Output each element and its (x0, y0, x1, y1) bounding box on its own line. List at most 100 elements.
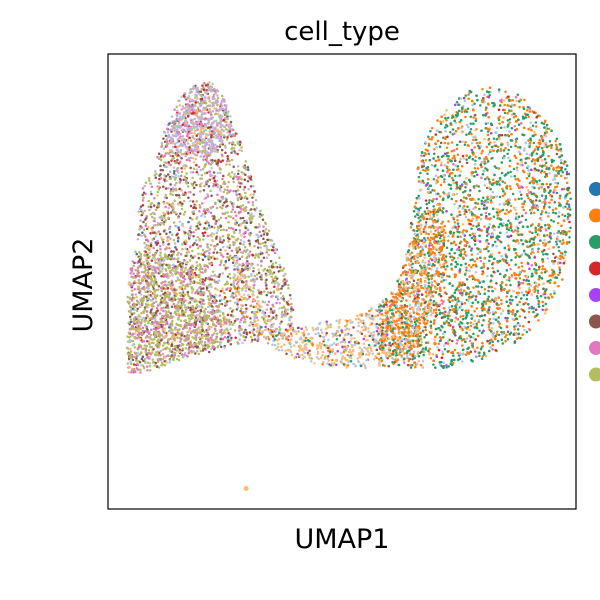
scatter-point (194, 268, 198, 271)
scatter-point (330, 343, 334, 347)
scatter-point (161, 344, 165, 347)
scatter-point (268, 330, 271, 334)
scatter-point (162, 223, 166, 226)
scatter-point (204, 96, 207, 100)
scatter-point (362, 337, 366, 341)
scatter-point (238, 229, 242, 232)
scatter-point (182, 213, 186, 216)
scatter-point (218, 139, 221, 142)
scatter-point (246, 168, 250, 171)
scatter-point (234, 223, 238, 226)
scatter-point (185, 172, 188, 175)
scatter-point (194, 101, 198, 104)
scatter-point (272, 322, 275, 326)
scatter-point (292, 344, 296, 347)
scatter-point (266, 232, 269, 235)
scatter-point (214, 99, 218, 103)
scatter-point (193, 242, 196, 245)
scatter-point (138, 332, 142, 335)
scatter-point (138, 227, 141, 231)
scatter-point (128, 365, 131, 369)
scatter-point (248, 331, 252, 334)
scatter-point (252, 266, 255, 270)
scatter-point (192, 111, 195, 114)
scatter-point (161, 238, 164, 242)
scatter-point (221, 241, 224, 244)
scatter-point (216, 281, 220, 284)
scatter-point (198, 239, 201, 242)
scatter-point (176, 276, 179, 279)
scatter-point (227, 110, 230, 113)
scatter-point (243, 320, 247, 324)
scatter-point (205, 250, 208, 253)
scatter-point (275, 277, 279, 280)
scatter-point (136, 316, 139, 319)
scatter-point (182, 313, 185, 316)
scatter-point (204, 128, 208, 132)
scatter-point (215, 332, 219, 335)
scatter-point (210, 161, 214, 165)
scatter-point (168, 122, 171, 125)
scatter-point (211, 319, 214, 323)
scatter-point (133, 320, 136, 324)
scatter-point (142, 316, 145, 320)
scatter-point (156, 288, 160, 292)
scatter-point (255, 330, 259, 333)
scatter-point (249, 321, 252, 324)
scatter-point (162, 259, 165, 263)
scatter-point (190, 125, 193, 129)
scatter-point (283, 343, 286, 346)
scatter-point (174, 279, 178, 283)
scatter-point (146, 265, 150, 268)
scatter-point (154, 235, 158, 238)
scatter-point (195, 305, 198, 309)
scatter-point (153, 332, 157, 336)
scatter-point (352, 326, 355, 329)
scatter-point (213, 90, 217, 93)
scatter-point (316, 350, 320, 354)
scatter-point (211, 255, 215, 259)
scatter-point (183, 268, 187, 271)
scatter-point (186, 149, 190, 153)
scatter-point (190, 351, 194, 354)
scatter-point (154, 252, 157, 256)
scatter-point (225, 280, 229, 283)
scatter-point (171, 190, 175, 193)
scatter-point (190, 182, 194, 186)
scatter-point (181, 347, 185, 350)
scatter-point (244, 311, 247, 315)
scatter-point (135, 322, 139, 325)
scatter-point (195, 183, 198, 187)
scatter-point (155, 283, 159, 286)
scatter-point (174, 125, 178, 128)
scatter-point (142, 228, 146, 232)
scatter-point (264, 222, 267, 226)
scatter-point (236, 283, 240, 287)
scatter-point (179, 174, 183, 178)
scatter-point (188, 320, 191, 323)
scatter-point (154, 241, 157, 244)
scatter-point (197, 331, 201, 334)
scatter-point (224, 301, 227, 304)
scatter-point (287, 323, 290, 326)
scatter-point (280, 333, 284, 336)
scatter-point (175, 148, 178, 152)
scatter-point (226, 252, 229, 256)
scatter-point (219, 126, 222, 129)
scatter-point (203, 215, 207, 218)
scatter-point (208, 99, 211, 103)
scatter-point (203, 126, 206, 130)
scatter-point (218, 187, 222, 191)
scatter-point (350, 337, 353, 340)
scatter-point (202, 158, 205, 161)
scatter-point (141, 355, 145, 359)
scatter-point (263, 320, 267, 324)
scatter-point (176, 158, 179, 162)
scatter-point (159, 177, 163, 180)
scatter-point (141, 326, 145, 330)
scatter-point (240, 149, 244, 153)
scatter-point (142, 339, 146, 343)
scatter-point (179, 281, 183, 285)
scatter-point (140, 320, 143, 324)
scatter-point (145, 344, 148, 348)
